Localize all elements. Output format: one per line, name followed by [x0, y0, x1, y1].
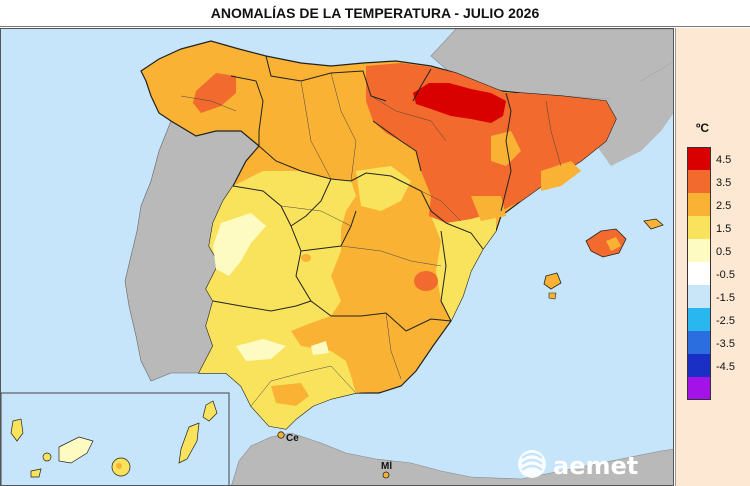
zone-0-5-south [236, 339, 286, 361]
legend-label: 4.5 [716, 153, 732, 166]
zone-2-5-patch [301, 254, 311, 262]
legend-label: -0.5 [716, 268, 735, 281]
legend-label: 1.5 [716, 222, 732, 235]
legend-label: -4.5 [716, 360, 735, 373]
zone-2-5-south [351, 313, 411, 393]
province-borders [180, 72, 562, 407]
france-south-land [561, 62, 673, 166]
legend-swatch [687, 147, 711, 170]
legend-swatch [687, 193, 711, 216]
el-hierro-island [30, 468, 42, 478]
legend-panel: ºC 4.5 3.5 2.5 1.5 0.5 -0.5 -1.5 -2.5 -3.5 -4.5 [675, 28, 750, 486]
canary-islands-inset [1, 392, 230, 485]
mallorca-interior [606, 237, 621, 251]
ceuta-marker [277, 431, 285, 439]
melilla-label: Ml [381, 461, 392, 472]
gran-canaria-interior [116, 463, 122, 469]
legend-swatch [687, 377, 711, 400]
legend-swatch [687, 308, 711, 331]
legend-label: 3.5 [716, 176, 732, 189]
legend-swatch [687, 331, 711, 354]
mallorca-island [585, 228, 627, 258]
map-area: Ce Ml a [0, 28, 674, 486]
melilla-marker [382, 471, 390, 479]
legend-label: -1.5 [716, 291, 735, 304]
africa-land [231, 432, 673, 485]
legend-swatch [687, 216, 711, 239]
zone-4-5-north [413, 83, 506, 123]
la-palma-island [10, 418, 24, 442]
zone-1-5-center [356, 166, 411, 211]
la-gomera-island [42, 452, 52, 462]
legend-swatch [687, 262, 711, 285]
aemet-logo: aemet [518, 450, 638, 480]
anomaly-map: Ce Ml a [1, 29, 673, 485]
region-borders [212, 55, 512, 332]
map-title: ANOMALÍAS DE LA TEMPERATURA - JULIO 2026 [0, 0, 750, 27]
menorca-island [643, 218, 664, 230]
zone-2-5-coast [271, 383, 309, 406]
aemet-logo-icon [518, 450, 546, 478]
legend-swatch [687, 170, 711, 193]
legend-swatch [687, 354, 711, 377]
ceuta-label: Ce [286, 433, 299, 444]
tenerife-island [58, 436, 94, 464]
zone-2-5-ebro [491, 131, 521, 166]
zone-2-5-teruel [471, 196, 506, 221]
lanzarote-island [202, 400, 218, 422]
formentera-island [548, 292, 557, 300]
zone-3-5-galicia [193, 73, 236, 113]
legend-swatch [687, 239, 711, 262]
legend-unit: ºC [696, 121, 710, 135]
legend-label: -3.5 [716, 337, 735, 350]
fuerteventura-island [178, 422, 200, 464]
legend-swatch [687, 285, 711, 308]
legend-label: -2.5 [716, 314, 735, 327]
aemet-brand-name: aemet [553, 452, 638, 480]
legend-label: 2.5 [716, 199, 732, 212]
zone-0-5-patch [311, 341, 329, 355]
zone-0-5-west [213, 213, 266, 276]
legend-label: 0.5 [716, 245, 732, 258]
zone-3-5-cuenca [414, 271, 438, 291]
ibiza-island [543, 272, 562, 290]
zone-2-5-catalonia [541, 161, 581, 191]
